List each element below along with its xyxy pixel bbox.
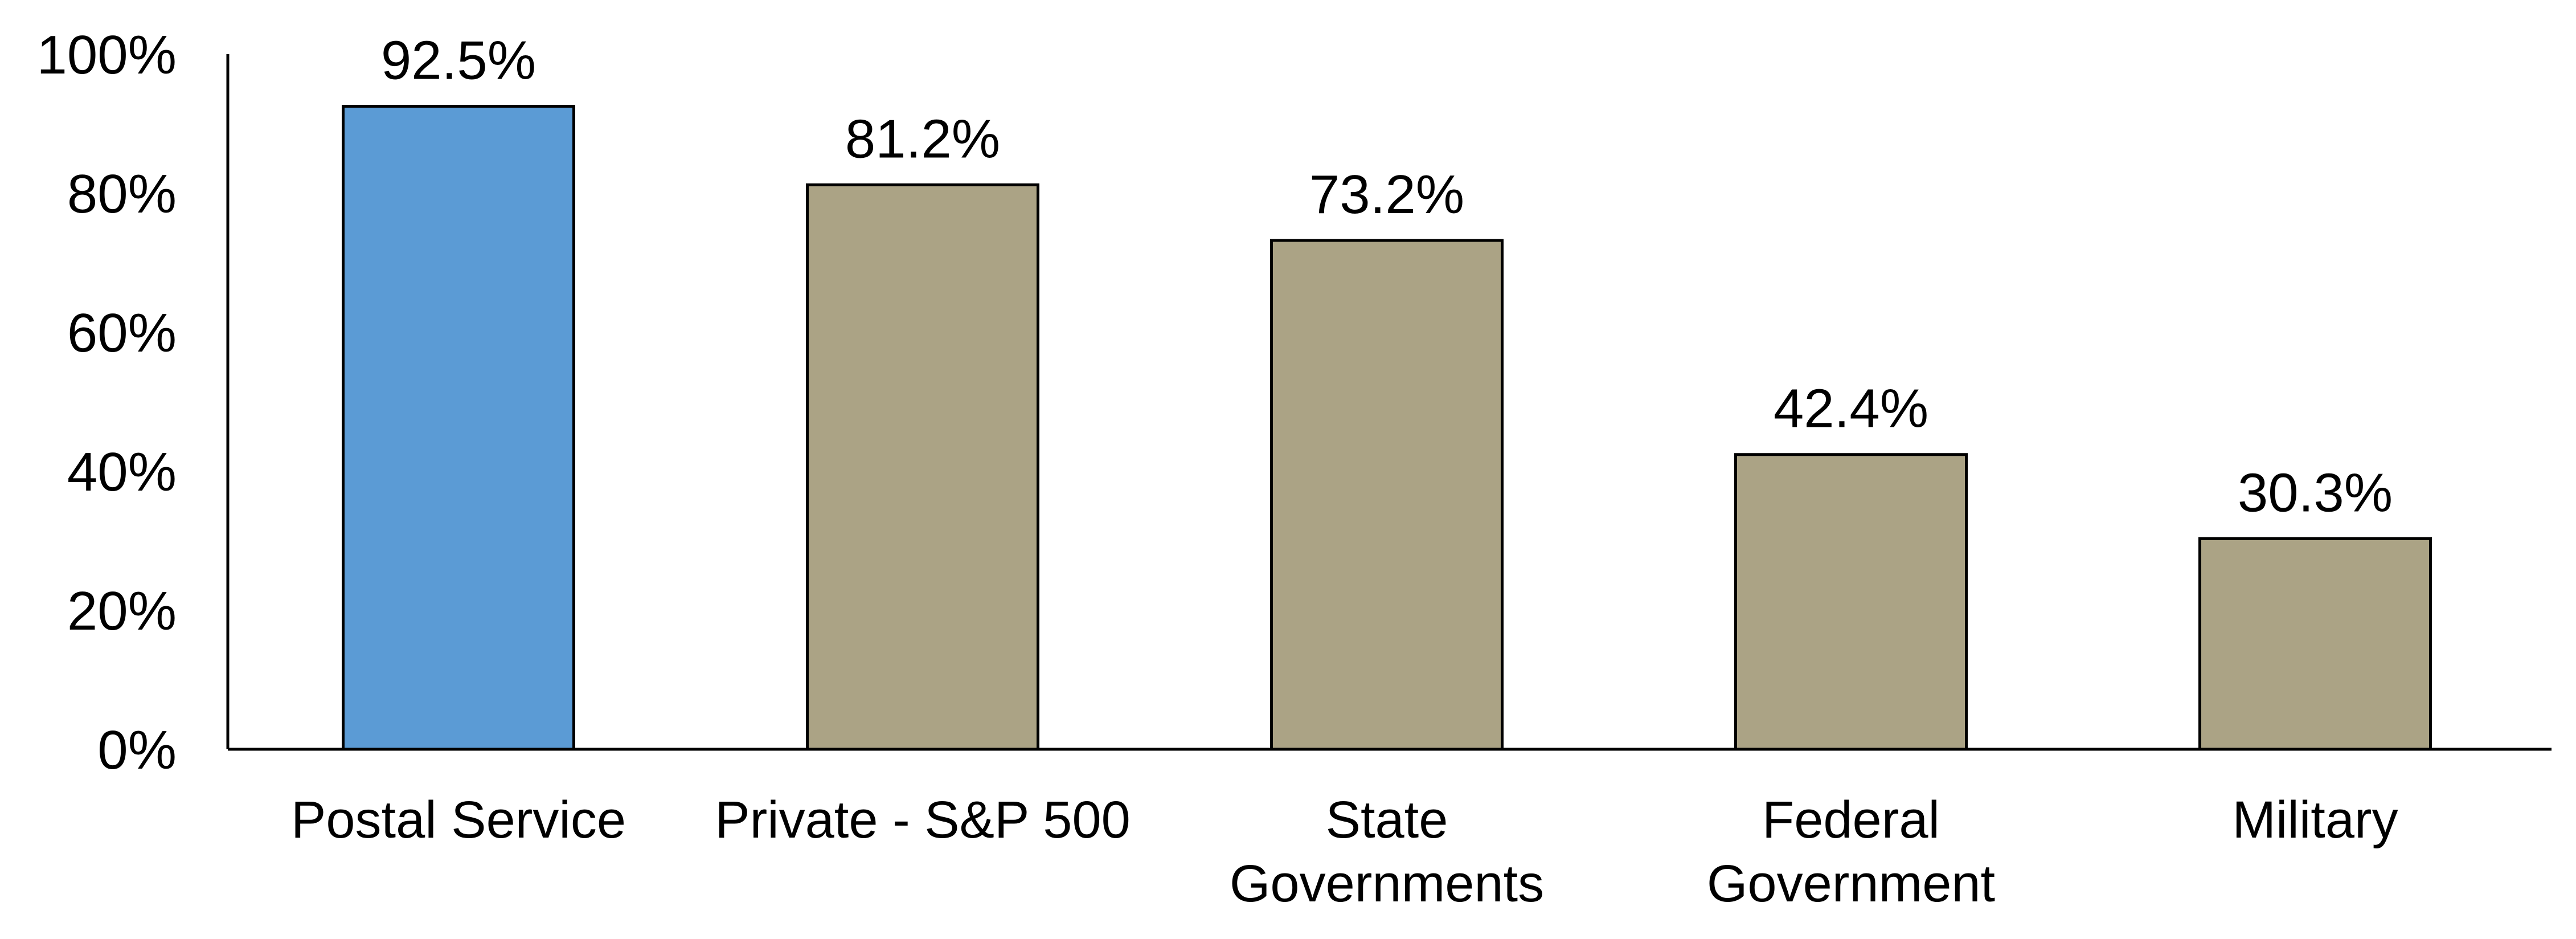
category-label: Private - S&P 500 [715, 791, 1131, 849]
data-label: 30.3% [2238, 462, 2393, 523]
y-tick-label: 100% [36, 25, 177, 85]
y-tick-label: 80% [67, 164, 177, 224]
data-label: 73.2% [1309, 164, 1464, 225]
data-label: 81.2% [845, 108, 1000, 169]
category-label: Military [2232, 791, 2398, 849]
y-axis-ticks: 0% 20% 40% 60% 80% 100% [36, 25, 177, 781]
data-label: 42.4% [1774, 378, 1928, 439]
x-axis-categories: Postal Service Private - S&P 500 State Gove… [291, 791, 2398, 913]
bar [1270, 239, 1504, 751]
y-tick-label: 60% [67, 303, 177, 364]
y-tick-label: 20% [67, 581, 177, 642]
category-label: Federal Government [1707, 791, 1995, 913]
data-label: 92.5% [381, 30, 536, 91]
data-labels: 92.5% 81.2% 73.2% 42.4% 30.3% [381, 30, 2393, 524]
bar [1734, 453, 1968, 751]
y-tick-label: 0% [97, 720, 177, 781]
y-tick-label: 40% [67, 442, 177, 503]
category-label: Postal Service [291, 791, 626, 849]
bar [342, 105, 575, 751]
category-label: State Governments [1230, 791, 1544, 913]
bar [2198, 537, 2432, 751]
bar [806, 183, 1039, 751]
bars [342, 105, 2432, 751]
